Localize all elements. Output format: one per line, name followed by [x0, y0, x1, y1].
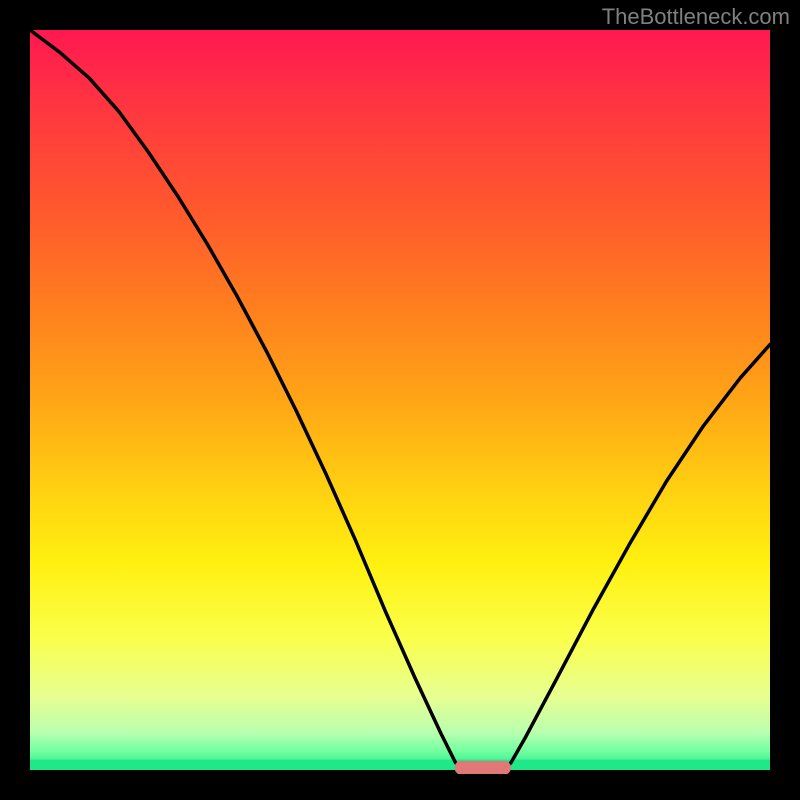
chart-stage: TheBottleneck.com — [0, 0, 800, 800]
gradient-rect — [30, 30, 770, 770]
gradient-background — [0, 0, 800, 800]
baseline-stripe — [30, 760, 770, 770]
